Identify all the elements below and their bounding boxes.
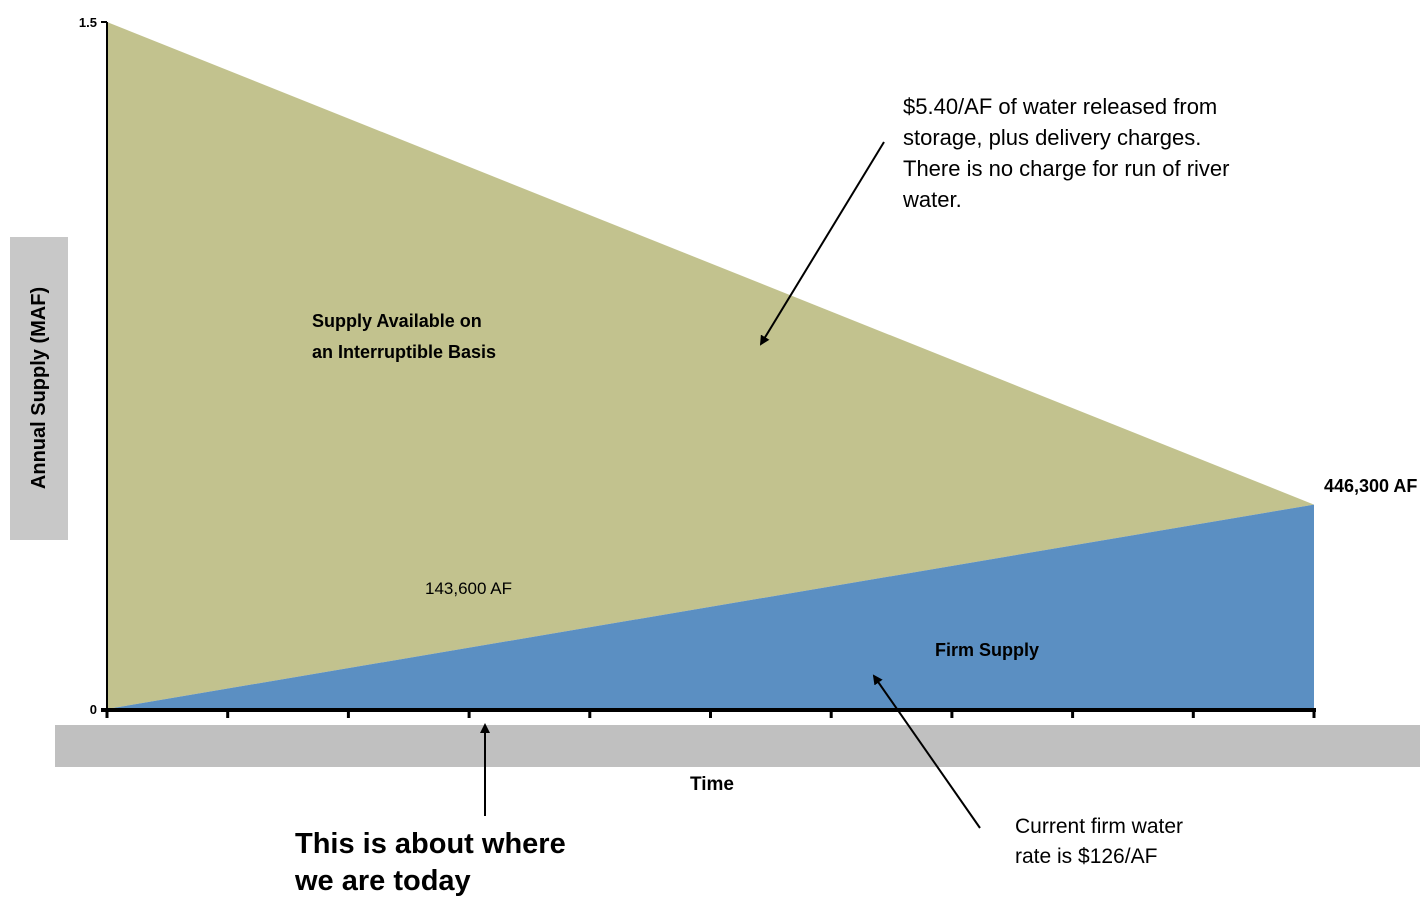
today-line1: This is about where bbox=[295, 828, 566, 860]
x-axis-title: Time bbox=[690, 774, 734, 795]
today-line2: we are today bbox=[295, 865, 471, 897]
firm-rate-arrow bbox=[872, 674, 981, 829]
storage-price-line3: There is no charge for run of river bbox=[903, 156, 1230, 181]
mid-point-label: 143,600 AF bbox=[425, 579, 512, 598]
interruptible-supply-area bbox=[107, 22, 1314, 709]
today-annotation: This is about where we are today bbox=[295, 826, 566, 900]
firm-supply-label: Firm Supply bbox=[935, 640, 1039, 660]
ylabel-background bbox=[10, 237, 68, 540]
y-tick-label-top: 1.5 bbox=[79, 15, 97, 30]
firm-rate-line2: rate is $126/AF bbox=[1015, 845, 1158, 868]
end-point-label: 446,300 AF bbox=[1324, 476, 1417, 496]
xaxis-band bbox=[55, 725, 1420, 767]
storage-price-line1: $5.40/AF of water released from bbox=[903, 94, 1218, 119]
y-tick-label-bottom: 0 bbox=[90, 702, 97, 717]
storage-price-annotation: $5.40/AF of water released from storage,… bbox=[903, 91, 1229, 215]
firm-supply-area bbox=[107, 504, 1314, 709]
firm-rate-annotation: Current firm water rate is $126/AF bbox=[1015, 812, 1183, 872]
storage-price-line4: water. bbox=[903, 187, 962, 212]
y-axis-title: Annual Supply (MAF) bbox=[28, 287, 50, 489]
interruptible-label-line2: an Interruptible Basis bbox=[312, 342, 496, 362]
storage-price-line2: storage, plus delivery charges. bbox=[903, 125, 1202, 150]
storage-price-arrow bbox=[759, 141, 885, 346]
x-ticks bbox=[101, 21, 1316, 718]
firm-rate-line1: Current firm water bbox=[1015, 815, 1184, 838]
interruptible-label-line1: Supply Available on bbox=[312, 311, 482, 331]
